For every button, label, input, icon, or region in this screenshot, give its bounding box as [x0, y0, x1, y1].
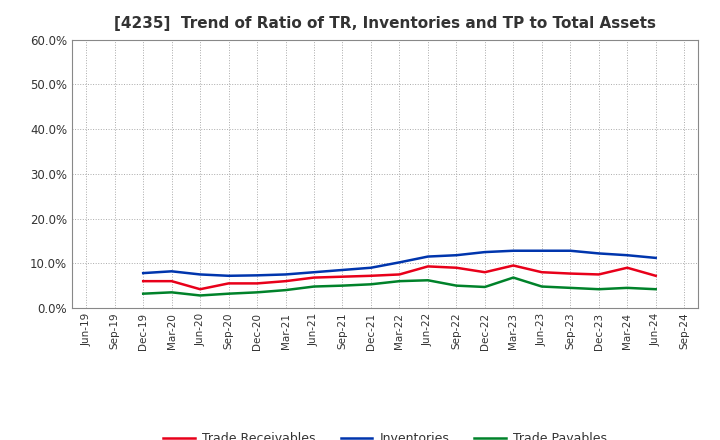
Trade Receivables: [423, 264, 432, 269]
Trade Payables: [452, 283, 461, 288]
Trade Receivables: [480, 270, 489, 275]
Inventories: [139, 271, 148, 276]
Inventories: [623, 253, 631, 258]
Trade Receivables: [452, 265, 461, 270]
Trade Receivables: [282, 279, 290, 284]
Trade Payables: [253, 290, 261, 295]
Inventories: [196, 272, 204, 277]
Trade Payables: [310, 284, 318, 289]
Trade Receivables: [225, 281, 233, 286]
Inventories: [253, 273, 261, 278]
Trade Receivables: [395, 272, 404, 277]
Trade Receivables: [366, 273, 375, 279]
Trade Payables: [139, 291, 148, 296]
Trade Payables: [423, 278, 432, 283]
Trade Receivables: [623, 265, 631, 270]
Inventories: [480, 249, 489, 255]
Inventories: [509, 248, 518, 253]
Trade Receivables: [537, 270, 546, 275]
Trade Payables: [366, 282, 375, 287]
Trade Payables: [537, 284, 546, 289]
Legend: Trade Receivables, Inventories, Trade Payables: Trade Receivables, Inventories, Trade Pa…: [158, 427, 612, 440]
Inventories: [566, 248, 575, 253]
Inventories: [225, 273, 233, 279]
Inventories: [423, 254, 432, 259]
Inventories: [452, 253, 461, 258]
Trade Payables: [595, 286, 603, 292]
Title: [4235]  Trend of Ratio of TR, Inventories and TP to Total Assets: [4235] Trend of Ratio of TR, Inventories…: [114, 16, 656, 32]
Inventories: [167, 269, 176, 274]
Trade Payables: [196, 293, 204, 298]
Trade Payables: [623, 285, 631, 290]
Line: Inventories: Inventories: [143, 251, 656, 276]
Inventories: [395, 260, 404, 265]
Inventories: [282, 272, 290, 277]
Trade Payables: [338, 283, 347, 288]
Trade Receivables: [167, 279, 176, 284]
Line: Trade Receivables: Trade Receivables: [143, 265, 656, 289]
Trade Payables: [566, 285, 575, 290]
Trade Payables: [509, 275, 518, 280]
Trade Receivables: [509, 263, 518, 268]
Trade Receivables: [338, 274, 347, 279]
Trade Receivables: [253, 281, 261, 286]
Trade Payables: [282, 287, 290, 293]
Trade Payables: [395, 279, 404, 284]
Inventories: [595, 251, 603, 256]
Trade Payables: [225, 291, 233, 296]
Trade Receivables: [196, 286, 204, 292]
Inventories: [338, 268, 347, 273]
Inventories: [537, 248, 546, 253]
Trade Receivables: [566, 271, 575, 276]
Trade Receivables: [595, 272, 603, 277]
Inventories: [652, 255, 660, 260]
Trade Payables: [652, 286, 660, 292]
Line: Trade Payables: Trade Payables: [143, 278, 656, 296]
Trade Receivables: [652, 273, 660, 279]
Trade Payables: [167, 290, 176, 295]
Inventories: [366, 265, 375, 270]
Trade Receivables: [310, 275, 318, 280]
Trade Payables: [480, 284, 489, 290]
Trade Receivables: [139, 279, 148, 284]
Inventories: [310, 270, 318, 275]
